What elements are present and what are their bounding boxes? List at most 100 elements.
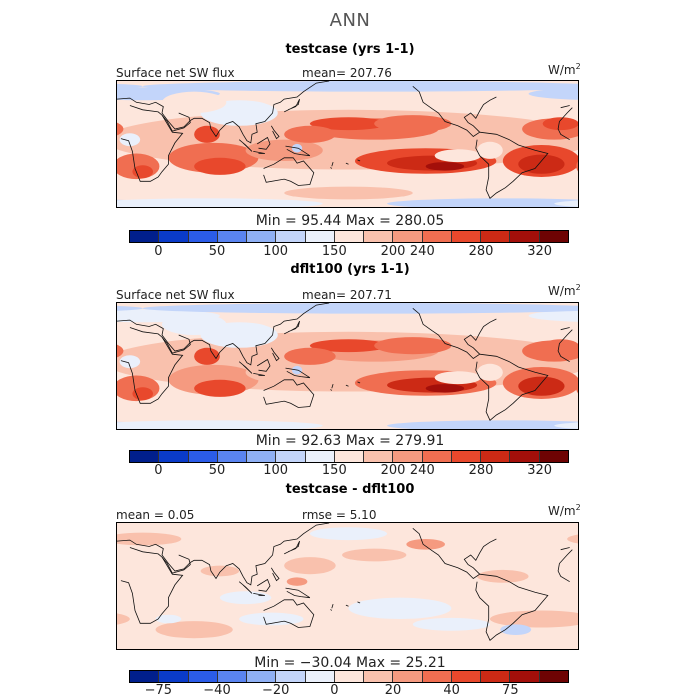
coastline: [475, 353, 549, 421]
contour-region: [284, 186, 413, 200]
colorbar-tick-label: 20: [384, 683, 402, 698]
contour-region: [518, 154, 565, 174]
coastline: [120, 547, 184, 624]
colorbar-swatch: [539, 671, 568, 682]
contour-region: [286, 577, 308, 586]
colorbar-swatch: [247, 231, 277, 242]
coastline: [463, 538, 497, 575]
contour-region: [194, 347, 220, 365]
coastline: [263, 379, 315, 408]
coastline: [412, 307, 480, 360]
colorbar-tick-label: 150: [321, 463, 347, 478]
coastline: [330, 167, 333, 169]
panel-3-colorbar: [129, 670, 569, 683]
contour-region: [477, 569, 529, 583]
panel-3-rmse-label: rmse = 5.10: [302, 508, 377, 522]
contour-region: [284, 408, 413, 422]
colorbar-swatch: [217, 671, 248, 682]
colorbar-tick-label: 240: [409, 244, 435, 259]
colorbar-swatch: [510, 231, 540, 242]
panel-1-colorbar: [129, 230, 569, 243]
colorbar-swatch: [422, 451, 452, 462]
contour-region: [387, 420, 578, 429]
colorbar-swatch: [159, 231, 189, 242]
colorbar-tick-label: 0: [154, 463, 163, 478]
coastline: [412, 85, 480, 138]
contour-region: [576, 161, 578, 172]
coastline: [284, 320, 300, 335]
contour-region: [406, 539, 445, 550]
contour-region: [542, 339, 578, 353]
contour-region: [162, 91, 227, 113]
contour-region: [500, 624, 532, 635]
colorbar-swatch: [510, 671, 540, 682]
coastline: [256, 578, 271, 592]
contour-region: [518, 376, 565, 396]
coastline: [357, 381, 361, 384]
panel-1-unit-label: W/m2: [548, 62, 581, 77]
contour-region: [117, 420, 323, 429]
contour-region: [528, 309, 578, 322]
colorbar-swatch: [422, 671, 452, 682]
contour-region: [142, 81, 578, 92]
colorbar-tick-label: 320: [527, 463, 553, 478]
coastline: [161, 334, 191, 354]
coastline: [285, 145, 311, 157]
colorbar-swatch: [539, 231, 568, 242]
colorbar-swatch: [130, 451, 160, 462]
panel-1-title: testcase (yrs 1-1): [285, 42, 415, 57]
contour-region: [284, 125, 336, 143]
contour-region: [284, 557, 336, 575]
contour-region: [119, 355, 141, 369]
colorbar-tick-label: 50: [208, 244, 226, 259]
colorbar-swatch: [364, 671, 394, 682]
contour-region: [142, 303, 578, 314]
colorbar-tick-label: 280: [468, 463, 494, 478]
contour-region: [576, 383, 578, 394]
colorbar-tick-label: 100: [263, 463, 289, 478]
coastline: [120, 327, 184, 404]
contour-region: [117, 198, 323, 207]
coastline: [475, 573, 549, 641]
colorbar-swatch: [451, 671, 482, 682]
contour-region: [477, 141, 503, 159]
contour-region: [219, 591, 272, 605]
colorbar-tick-label: 200: [380, 463, 406, 478]
colorbar-swatch: [422, 231, 452, 242]
coastline: [357, 159, 361, 162]
contour-region: [387, 198, 578, 207]
contour-region: [245, 361, 323, 383]
panel-2-colorbar: [129, 450, 569, 463]
contour-region: [117, 613, 130, 625]
coastline: [285, 367, 311, 379]
colorbar-swatch: [247, 451, 277, 462]
coastline: [263, 157, 315, 186]
coastline: [560, 105, 570, 109]
colorbar-tick-label: 75: [502, 683, 519, 698]
contour-region: [374, 115, 452, 133]
contour-region: [117, 305, 143, 311]
colorbar-tick-label: −40: [203, 683, 231, 698]
contour-region: [309, 117, 388, 131]
colorbar-swatch: [159, 671, 189, 682]
contour-region: [117, 83, 143, 89]
coastline: [117, 523, 330, 586]
contour-region: [194, 125, 220, 143]
coastline: [560, 547, 570, 551]
coastline: [256, 136, 271, 150]
contour-region: [342, 548, 407, 562]
colorbar-swatch: [130, 671, 160, 682]
colorbar-swatch: [276, 451, 306, 462]
colorbar-tick-label: 100: [263, 244, 289, 259]
contour-region: [554, 200, 578, 207]
colorbar-swatch: [539, 451, 568, 462]
coastline: [120, 105, 184, 182]
coastline: [270, 125, 280, 140]
colorbar-swatch: [188, 671, 218, 682]
colorbar-swatch: [481, 231, 511, 242]
coastline: [557, 329, 573, 363]
coastline: [256, 358, 271, 372]
contour-region: [119, 133, 141, 147]
colorbar-swatch: [451, 231, 482, 242]
coastline: [117, 303, 330, 366]
